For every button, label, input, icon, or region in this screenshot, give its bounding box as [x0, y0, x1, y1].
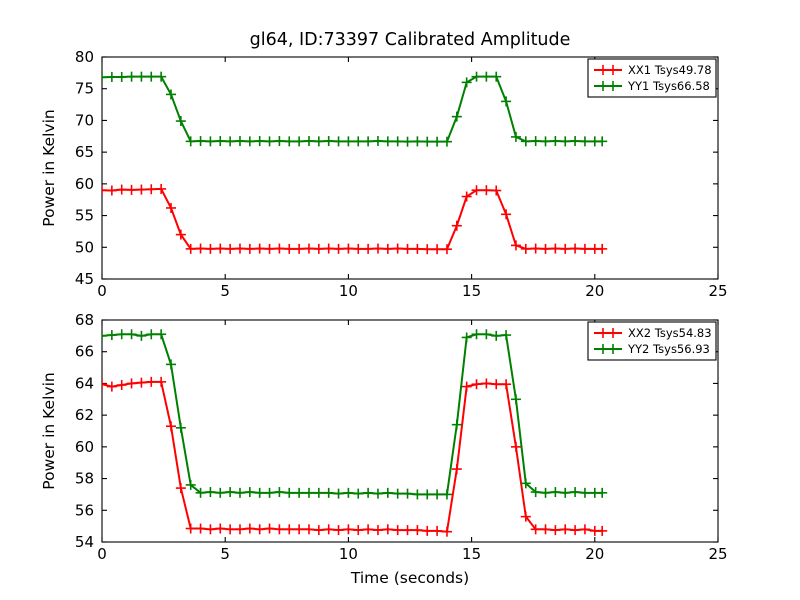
y-axis-label: Power in Kelvin: [40, 109, 58, 226]
x-axis-label: Time (seconds): [350, 569, 469, 587]
y-tick-label: 65: [75, 143, 94, 161]
series-xx1: [102, 183, 608, 255]
y-tick-label: 60: [75, 175, 94, 193]
y-tick-label: 68: [75, 311, 94, 329]
x-tick-label: 0: [97, 282, 107, 300]
y-tick-label: 62: [75, 406, 94, 424]
data-area: [102, 329, 608, 537]
x-tick-label: 5: [220, 545, 230, 563]
y-tick-label: 58: [75, 470, 94, 488]
x-tick-label: 20: [585, 545, 604, 563]
x-tick-label: 20: [585, 282, 604, 300]
x-tick-label: 15: [462, 545, 481, 563]
x-tick-label: 10: [339, 545, 358, 563]
legend[interactable]: XX2 Tsys54.83 YY2 Tsys56.93: [587, 321, 717, 361]
legend-label: YY2 Tsys56.93: [627, 342, 710, 356]
legend-label: YY1 Tsys66.58: [627, 79, 710, 93]
axes-bottom-panel: 0 5 10 15 20 25 54 56 58 60 62 64 66 68 Power in Kelvi…: [40, 311, 728, 587]
y-tick-label: 56: [75, 501, 94, 519]
legend-box: [587, 321, 717, 361]
y-tick-label: 50: [75, 238, 94, 256]
y-axis-label: Power in Kelvin: [40, 372, 58, 489]
y-tick-label: 54: [75, 533, 94, 551]
series-yy1: [102, 71, 608, 147]
series-xx2: [102, 376, 608, 537]
y-tick-label: 60: [75, 438, 94, 456]
legend-label: XX1 Tsys49.78: [628, 63, 712, 77]
legend-box: [587, 58, 717, 98]
x-tick-label: 15: [462, 282, 481, 300]
x-tick-label: 25: [708, 282, 727, 300]
axes-top-panel: 0 5 10 15 20 25 45 50 55 60 65 70 75 80 Power in Kelvi…: [40, 30, 728, 300]
y-tick-label: 55: [75, 207, 94, 225]
y-tick-label: 64: [75, 374, 94, 392]
series-yy2: [102, 329, 608, 500]
x-tick-label: 25: [708, 545, 727, 563]
figure-title: gl64, ID:73397 Calibrated Amplitude: [250, 30, 571, 50]
data-area: [102, 71, 608, 255]
legend[interactable]: XX1 Tsys49.78 YY1 Tsys66.58: [587, 58, 717, 98]
y-tick-label: 80: [75, 48, 94, 66]
y-tick-label: 66: [75, 343, 94, 361]
y-tick-label: 45: [75, 270, 94, 288]
y-tick-label: 75: [75, 80, 94, 98]
y-tick-label: 70: [75, 111, 94, 129]
x-tick-label: 10: [339, 282, 358, 300]
legend-label: XX2 Tsys54.83: [628, 326, 712, 340]
x-tick-label: 0: [97, 545, 107, 563]
x-tick-label: 5: [220, 282, 230, 300]
